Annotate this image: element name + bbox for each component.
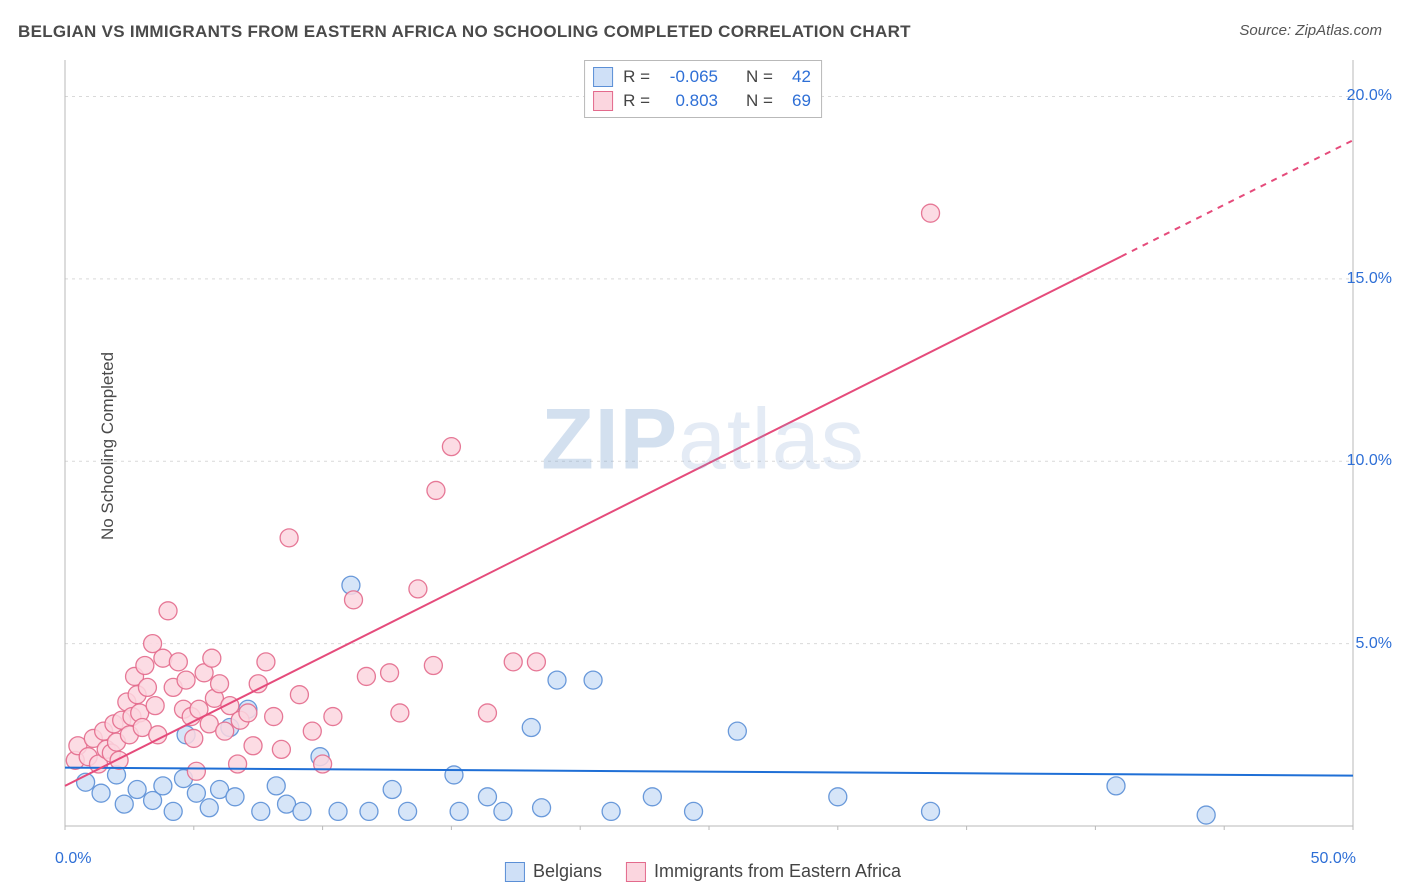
legend-item-belgians: Belgians bbox=[505, 861, 602, 882]
swatch-east-africa bbox=[626, 862, 646, 882]
legend-item-east-africa: Immigrants from Eastern Africa bbox=[626, 861, 901, 882]
x-tick-max: 50.0% bbox=[1311, 850, 1356, 868]
legend-label-east-africa: Immigrants from Eastern Africa bbox=[654, 861, 901, 882]
r-value-belgians: -0.065 bbox=[660, 67, 718, 87]
y-tick-label: 5.0% bbox=[1356, 635, 1392, 653]
legend-label-belgians: Belgians bbox=[533, 861, 602, 882]
swatch-belgians bbox=[593, 67, 613, 87]
chart-title: BELGIAN VS IMMIGRANTS FROM EASTERN AFRIC… bbox=[18, 22, 911, 42]
y-tick-label: 20.0% bbox=[1347, 87, 1392, 105]
source-attribution: Source: ZipAtlas.com bbox=[1239, 22, 1382, 39]
stats-row-belgians: R = -0.065 N = 42 bbox=[593, 65, 811, 89]
source-label: Source: bbox=[1239, 22, 1291, 39]
swatch-belgians bbox=[505, 862, 525, 882]
n-value-belgians: 42 bbox=[783, 67, 811, 87]
bottom-legend: Belgians Immigrants from Eastern Africa bbox=[505, 861, 901, 882]
n-label: N = bbox=[746, 67, 773, 87]
x-tick-0: 0.0% bbox=[55, 850, 91, 868]
n-value-east-africa: 69 bbox=[783, 91, 811, 111]
y-tick-label: 15.0% bbox=[1347, 270, 1392, 288]
n-label: N = bbox=[746, 91, 773, 111]
r-value-east-africa: 0.803 bbox=[660, 91, 718, 111]
swatch-east-africa bbox=[593, 91, 613, 111]
stats-row-east-africa: R = 0.803 N = 69 bbox=[593, 89, 811, 113]
scatter-plot bbox=[55, 60, 1355, 830]
stats-info-box: R = -0.065 N = 42 R = 0.803 N = 69 bbox=[584, 60, 822, 118]
source-value: ZipAtlas.com bbox=[1295, 22, 1382, 39]
y-tick-label: 10.0% bbox=[1347, 452, 1392, 470]
r-label: R = bbox=[623, 91, 650, 111]
r-label: R = bbox=[623, 67, 650, 87]
